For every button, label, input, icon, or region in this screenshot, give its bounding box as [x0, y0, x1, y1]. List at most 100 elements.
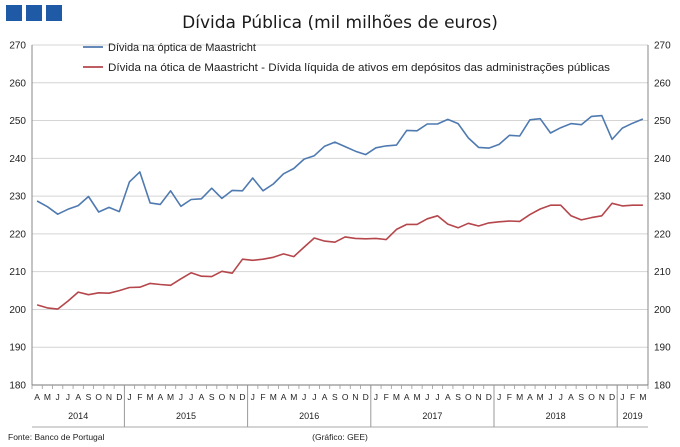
month-label: D — [486, 392, 492, 402]
y-tick-right-240: 240 — [654, 154, 671, 165]
y-tick-left-270: 270 — [9, 41, 26, 52]
month-label: A — [445, 392, 451, 402]
footer-source: Fonte: Banco de Portugal — [8, 432, 105, 442]
month-label: M — [290, 392, 297, 402]
month-label: O — [219, 392, 226, 402]
chart-title: Dívida Pública (mil milhões de euros) — [182, 13, 498, 33]
month-label: A — [322, 392, 328, 402]
month-label: F — [630, 392, 635, 402]
month-label: D — [239, 392, 245, 402]
month-label: J — [425, 392, 429, 402]
month-label: J — [548, 392, 552, 402]
y-tick-right-230: 230 — [654, 192, 671, 203]
month-label: M — [270, 392, 277, 402]
month-label: S — [332, 392, 338, 402]
month-label: A — [75, 392, 81, 402]
logo-square-3 — [46, 5, 62, 21]
y-tick-left-190: 190 — [9, 343, 26, 354]
month-label: N — [106, 392, 112, 402]
y-tick-right-180: 180 — [654, 381, 671, 392]
month-label: J — [127, 392, 131, 402]
month-label: J — [189, 392, 193, 402]
month-label: S — [578, 392, 584, 402]
year-label-2019: 2019 — [623, 411, 643, 421]
year-label-2016: 2016 — [299, 411, 319, 421]
y-tick-right-220: 220 — [654, 229, 671, 240]
month-label: J — [620, 392, 624, 402]
y-axis-right: 180 190 200 210 220 230 240 250 260 270 — [654, 41, 671, 392]
month-label: M — [516, 392, 523, 402]
logo — [6, 5, 62, 21]
month-label: J — [559, 392, 563, 402]
month-label: N — [352, 392, 358, 402]
y-tick-left-260: 260 — [9, 78, 26, 89]
month-label: J — [497, 392, 501, 402]
month-label: M — [147, 392, 154, 402]
gridlines — [31, 44, 649, 386]
y-axis-left: 180 190 200 210 220 230 240 250 260 270 — [9, 41, 26, 392]
month-label: A — [34, 392, 40, 402]
month-label: D — [609, 392, 615, 402]
legend-label-maastricht: Dívida na óptica de Maastricht — [108, 42, 256, 54]
month-label: A — [527, 392, 533, 402]
year-label-2018: 2018 — [546, 411, 566, 421]
month-label: A — [199, 392, 205, 402]
y-tick-right-260: 260 — [654, 78, 671, 89]
month-label: J — [374, 392, 378, 402]
month-label: D — [116, 392, 122, 402]
month-label: F — [260, 392, 265, 402]
month-label: S — [209, 392, 215, 402]
month-label: F — [507, 392, 512, 402]
y-tick-left-180: 180 — [9, 381, 26, 392]
month-label: N — [476, 392, 482, 402]
month-label: O — [95, 392, 102, 402]
y-tick-right-190: 190 — [654, 343, 671, 354]
logo-square-1 — [6, 5, 22, 21]
month-label: O — [588, 392, 595, 402]
y-tick-right-210: 210 — [654, 267, 671, 278]
month-label: A — [281, 392, 287, 402]
month-label: J — [251, 392, 255, 402]
month-label: A — [404, 392, 410, 402]
month-label: D — [363, 392, 369, 402]
y-tick-right-200: 200 — [654, 305, 671, 316]
series-lines — [36, 114, 644, 310]
month-label: J — [312, 392, 316, 402]
y-tick-right-270: 270 — [654, 41, 671, 52]
series-line-1 — [36, 202, 643, 310]
month-label: M — [537, 392, 544, 402]
y-tick-right-250: 250 — [654, 116, 671, 127]
month-label: N — [599, 392, 605, 402]
legend: Dívida na óptica de Maastricht Dívida na… — [83, 42, 611, 74]
month-label: J — [179, 392, 183, 402]
logo-square-2 — [26, 5, 42, 21]
y-tick-left-220: 220 — [9, 229, 26, 240]
y-tick-left-200: 200 — [9, 305, 26, 316]
month-label: S — [86, 392, 92, 402]
y-tick-left-240: 240 — [9, 154, 26, 165]
month-label: M — [44, 392, 51, 402]
month-label: O — [342, 392, 349, 402]
y-tick-left-210: 210 — [9, 267, 26, 278]
month-label: S — [455, 392, 461, 402]
month-label: F — [384, 392, 389, 402]
year-label-2015: 2015 — [176, 411, 196, 421]
month-label: A — [157, 392, 163, 402]
month-label: M — [639, 392, 646, 402]
footer-credit: (Gráfico: GEE) — [312, 432, 368, 442]
month-label: M — [167, 392, 174, 402]
month-label: J — [302, 392, 306, 402]
month-label: A — [568, 392, 574, 402]
month-label: J — [435, 392, 439, 402]
series-line-0 — [36, 114, 644, 215]
y-tick-left-230: 230 — [9, 192, 26, 203]
y-tick-left-250: 250 — [9, 116, 26, 127]
legend-label-net-debt: Dívida na ótica de Maastricht - Dívida l… — [108, 62, 611, 74]
year-label-2017: 2017 — [422, 411, 442, 421]
month-label: J — [56, 392, 60, 402]
month-label: J — [66, 392, 70, 402]
month-label: M — [413, 392, 420, 402]
month-label: F — [137, 392, 142, 402]
